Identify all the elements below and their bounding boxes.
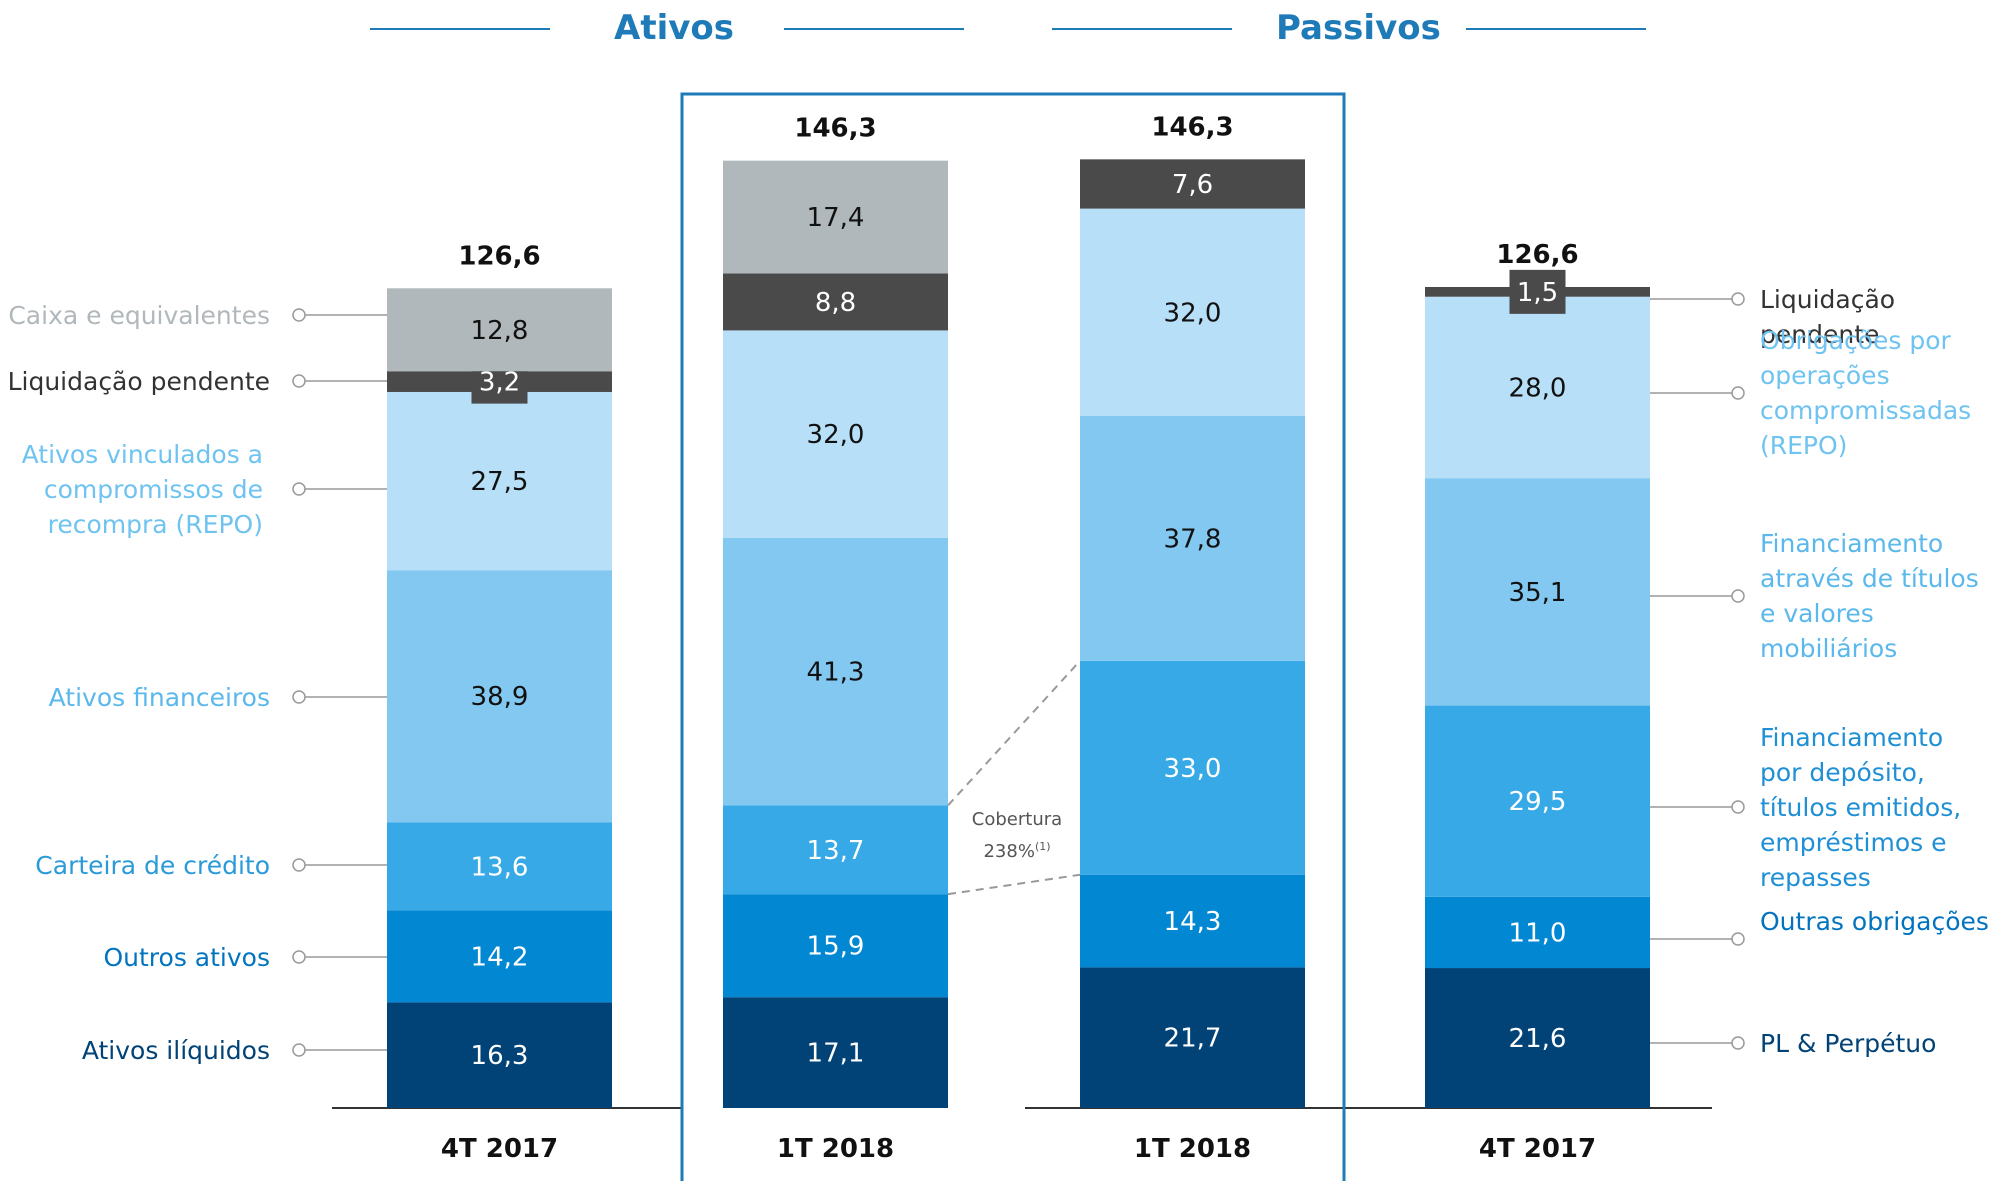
bar-2-liquidacao bbox=[723, 273, 948, 331]
cobertura-note: (1) bbox=[1034, 840, 1051, 853]
header-ativos-line-right bbox=[784, 28, 964, 30]
value-label-3-outros: 14,3 bbox=[1164, 907, 1222, 937]
highlight-frame bbox=[680, 92, 1346, 1181]
value-label-3-iliquidos: 21,7 bbox=[1164, 1024, 1222, 1054]
bar-2-iliquidos bbox=[723, 997, 948, 1108]
bar-3-financeiros bbox=[1080, 415, 1305, 661]
left-label-marker-caixa bbox=[292, 308, 306, 322]
value-label-3-credito: 33,0 bbox=[1164, 754, 1222, 784]
header-passivos-line-left bbox=[1052, 28, 1232, 30]
value-label-4-outros: 11,0 bbox=[1509, 918, 1567, 948]
left-label-caixa: Caixa e equivalentes bbox=[8, 300, 270, 330]
right-label-marker-repo bbox=[1731, 386, 1745, 400]
value-label-3-financeiros: 37,8 bbox=[1164, 524, 1222, 554]
right-label-marker-iliquidos bbox=[1731, 1036, 1745, 1050]
right-label-repo: Obrigações por operações compromissadas … bbox=[1760, 326, 1972, 460]
value-label-4-credito: 29,5 bbox=[1509, 787, 1567, 817]
header-passivos: Passivos bbox=[1276, 8, 1441, 48]
left-label-marker-credito bbox=[292, 858, 306, 872]
bar-3-repo bbox=[1080, 208, 1305, 416]
header-ativos: Ativos bbox=[614, 8, 734, 48]
left-label-liquidacao: Liquidação pendente bbox=[7, 366, 270, 396]
bar-4-outros bbox=[1425, 896, 1650, 969]
bar-2-outros bbox=[723, 894, 948, 998]
left-label-marker-liquidacao bbox=[292, 374, 306, 388]
left-label-marker-financeiros bbox=[292, 690, 306, 704]
bar-1-outros bbox=[387, 910, 612, 1003]
right-label-marker-outros bbox=[1731, 932, 1745, 946]
bar-3-credito bbox=[1080, 660, 1305, 875]
bar-2-caixa bbox=[723, 160, 948, 274]
right-label-iliquidos: PL & Perpétuo bbox=[1760, 1028, 1937, 1058]
bar-1-repo bbox=[387, 391, 612, 571]
category-label-1: 4T 2017 bbox=[441, 1134, 558, 1164]
value-label-4-iliquidos: 21,6 bbox=[1509, 1024, 1567, 1054]
header-passivos-line-right bbox=[1466, 28, 1646, 30]
bar-1-iliquidos bbox=[387, 1002, 612, 1108]
cobertura-value: 238% bbox=[983, 841, 1035, 862]
right-label-marker-financeiros bbox=[1731, 589, 1745, 603]
bar-1-caixa bbox=[387, 288, 612, 372]
bar-2-financeiros bbox=[723, 537, 948, 806]
left-label-outros: Outros ativos bbox=[103, 942, 270, 972]
right-label-marker-credito bbox=[1731, 800, 1745, 814]
value-label-4-financeiros: 35,1 bbox=[1509, 578, 1567, 608]
right-label-liquidacao: Liquidação pendente bbox=[1760, 284, 1896, 349]
category-label-2: 1T 2018 bbox=[777, 1134, 894, 1164]
cobertura-label: Cobertura bbox=[971, 809, 1063, 830]
right-label-financeiros: Financiamento através de títulos e valor… bbox=[1760, 529, 1979, 663]
cobertura-connector-bottom bbox=[947, 873, 1081, 896]
value-label-1-caixa: 12,8 bbox=[471, 316, 529, 346]
left-label-financeiros: Ativos financeiros bbox=[48, 682, 270, 712]
value-label-2-repo: 32,0 bbox=[807, 420, 865, 450]
left-label-marker-repo bbox=[292, 482, 306, 496]
left-label-repo: Ativos vinculados a compromissos de reco… bbox=[21, 439, 263, 539]
total-label-4: 126,6 bbox=[1496, 240, 1578, 270]
bar-4-repo bbox=[1425, 296, 1650, 479]
value-label-2-credito: 13,7 bbox=[807, 836, 865, 866]
category-label-3: 1T 2018 bbox=[1134, 1134, 1251, 1164]
value-label-1-iliquidos: 16,3 bbox=[471, 1041, 529, 1071]
bar-3-outros bbox=[1080, 874, 1305, 968]
bar-2-credito bbox=[723, 805, 948, 895]
value-label-2-caixa: 17,4 bbox=[807, 203, 865, 233]
total-label-3: 146,3 bbox=[1151, 112, 1233, 142]
header-ativos-line-left bbox=[370, 28, 550, 30]
bar-4-iliquidos bbox=[1425, 968, 1650, 1108]
bar-1-financeiros bbox=[387, 570, 612, 823]
left-label-credito: Carteira de crédito bbox=[35, 850, 270, 880]
value-label-1-financeiros: 38,9 bbox=[471, 682, 529, 712]
cobertura-annotation: Cobertura 238%(1) bbox=[952, 806, 1082, 865]
bar-3-liquidacao bbox=[1080, 159, 1305, 209]
right-label-outros: Outras obrigações bbox=[1760, 907, 1989, 936]
bar-1-credito bbox=[387, 822, 612, 911]
value-label-3-liquidacao: 7,6 bbox=[1172, 170, 1213, 200]
value-label-2-financeiros: 41,3 bbox=[807, 658, 865, 688]
cobertura-connector-top bbox=[947, 660, 1081, 807]
total-label-2: 146,3 bbox=[794, 114, 876, 144]
left-label-marker-iliquidos bbox=[292, 1043, 306, 1057]
bar-4-financeiros bbox=[1425, 478, 1650, 706]
right-label-marker-liquidacao bbox=[1731, 292, 1745, 306]
bar-4-credito bbox=[1425, 705, 1650, 897]
bar-3-iliquidos bbox=[1080, 967, 1305, 1108]
right-label-credito: Financiamento por depósito, títulos emit… bbox=[1760, 722, 1962, 892]
value-label-1-repo: 27,5 bbox=[471, 467, 529, 497]
value-label-2-liquidacao: 8,8 bbox=[815, 288, 856, 318]
bar-2-repo bbox=[723, 330, 948, 538]
value-label-4-liquidacao: 1,5 bbox=[1517, 278, 1558, 308]
total-label-1: 126,6 bbox=[458, 241, 540, 271]
left-label-iliquidos: Ativos ilíquidos bbox=[81, 1035, 270, 1065]
value-label-1-credito: 13,6 bbox=[471, 852, 529, 882]
category-label-4: 4T 2017 bbox=[1479, 1134, 1596, 1164]
left-label-marker-outros bbox=[292, 950, 306, 964]
value-label-2-iliquidos: 17,1 bbox=[807, 1039, 865, 1069]
value-label-1-liquidacao: 3,2 bbox=[479, 368, 520, 398]
value-label-2-outros: 15,9 bbox=[807, 932, 865, 962]
value-label-1-outros: 14,2 bbox=[471, 942, 529, 972]
value-box-4-liquidacao bbox=[1509, 269, 1566, 314]
value-label-4-repo: 28,0 bbox=[1509, 373, 1567, 403]
value-label-3-repo: 32,0 bbox=[1164, 298, 1222, 328]
